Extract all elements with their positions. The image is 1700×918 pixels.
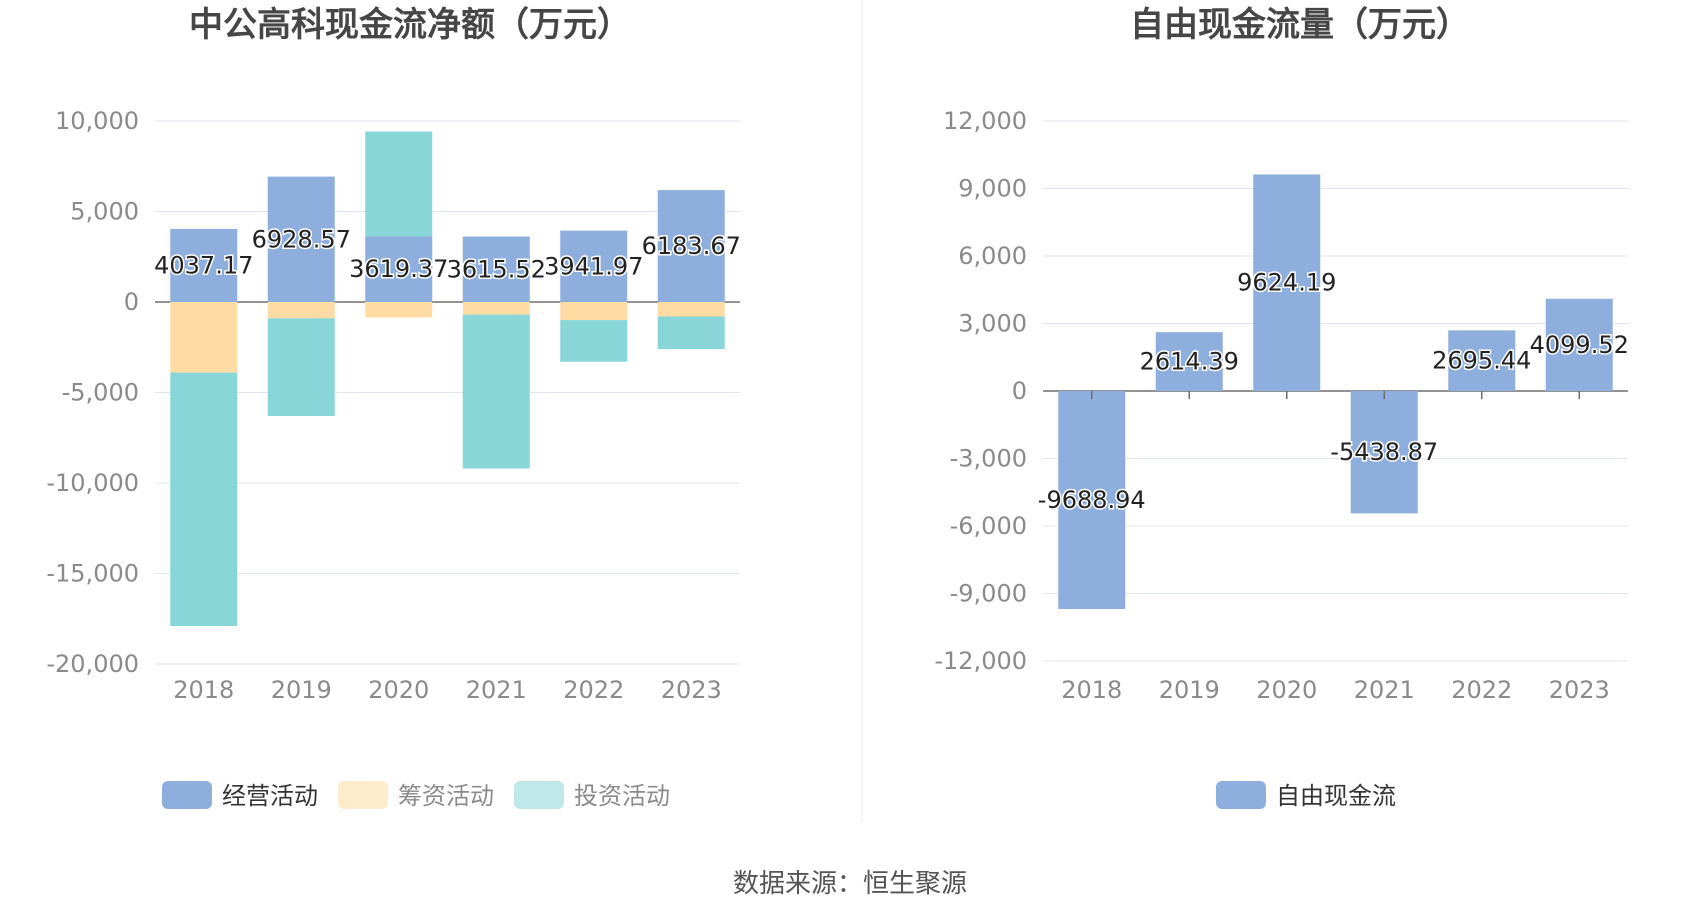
y-tick-label: 0 [124, 288, 139, 316]
x-tick-label: 2023 [661, 676, 722, 704]
y-tick-label: -15,000 [46, 560, 139, 588]
bar-financing-2023[interactable] [657, 302, 725, 317]
x-tick-label: 2020 [1256, 676, 1317, 704]
legend-swatch [162, 781, 212, 809]
data-label: 6183.67 [642, 232, 741, 260]
bar-operating-2020[interactable] [365, 236, 433, 302]
cash-flow-chart: 中公高科现金流净额（万元） 10,000 5,000 0 -5,000 -10,000 -1… [46, 5, 742, 810]
bar-investing-2023[interactable] [657, 316, 725, 350]
legend-item-free_cash_flow[interactable]: 自由现金流 [1216, 781, 1396, 810]
data-label: 2614.39 [1140, 348, 1239, 376]
bar-investing-2020[interactable] [365, 131, 433, 237]
bar-operating-2018[interactable] [170, 228, 238, 302]
data-label: -5438.87 [1330, 438, 1438, 466]
x-tick-label: 2018 [173, 676, 234, 704]
legend-label: 自由现金流 [1276, 782, 1396, 810]
x-tick-label: 2019 [271, 676, 332, 704]
legend-label: 经营活动 [222, 782, 318, 810]
y-tick-label: 9,000 [958, 175, 1027, 203]
x-tick-label: 2019 [1159, 676, 1220, 704]
chart-title: 中公高科现金流净额（万元） [189, 5, 631, 45]
bar-2018[interactable] [1058, 391, 1126, 610]
bar-2020[interactable] [1253, 174, 1321, 391]
bar-2022[interactable] [1448, 330, 1516, 391]
bar-financing-2022[interactable] [560, 302, 628, 321]
legend-swatch [1216, 781, 1266, 809]
bar-investing-2022[interactable] [560, 320, 628, 362]
bar-operating-2023[interactable] [657, 190, 725, 302]
data-label: 3619.37 [349, 255, 448, 283]
data-label: 3941.97 [544, 252, 643, 280]
chart-title: 自由现金流量（万元） [1130, 5, 1470, 45]
bar-financing-2020[interactable] [365, 302, 433, 318]
bar-financing-2021[interactable] [462, 302, 530, 315]
y-tick-label: -5,000 [62, 379, 139, 407]
legend-item-operating[interactable]: 经营活动 [162, 781, 318, 810]
bar-operating-2022[interactable] [560, 230, 628, 302]
bar-operating-2021[interactable] [462, 236, 530, 302]
y-tick-label: 3,000 [958, 310, 1027, 338]
legend-item-investing[interactable]: 投资活动 [514, 781, 670, 810]
y-tick-label: 10,000 [55, 107, 139, 135]
bar-operating-2019[interactable] [267, 176, 335, 302]
bar-investing-2021[interactable] [462, 314, 530, 469]
x-tick-label: 2018 [1061, 676, 1122, 704]
x-tick-label: 2020 [368, 676, 429, 704]
legend-label: 筹资活动 [398, 782, 494, 810]
data-label: 3615.52 [447, 255, 546, 283]
x-tick-label: 2022 [1451, 676, 1512, 704]
bar-investing-2018[interactable] [170, 372, 238, 626]
y-tick-label: 6,000 [958, 242, 1027, 270]
y-tick-label: 12,000 [943, 107, 1027, 135]
bars [170, 131, 725, 626]
free-cash-flow-chart: 自由现金流量（万元） 12,000 9,000 6,000 3,000 0 -3,000 -6… [934, 5, 1630, 810]
legend-label: 投资活动 [574, 782, 670, 810]
legend-swatch [514, 781, 564, 809]
data-source: 数据来源：恒生聚源 [733, 869, 967, 899]
data-label: 6928.57 [252, 225, 351, 253]
data-label: -9688.94 [1038, 486, 1146, 514]
data-label: 4099.52 [1530, 331, 1629, 359]
x-tick-label: 2023 [1549, 676, 1610, 704]
bars [1058, 174, 1613, 610]
bar-financing-2019[interactable] [267, 302, 335, 319]
x-tick-label: 2022 [563, 676, 624, 704]
data-label: 2695.44 [1432, 347, 1531, 375]
bar-2021[interactable] [1350, 391, 1418, 514]
y-tick-label: -20,000 [46, 650, 139, 678]
bar-financing-2018[interactable] [170, 302, 238, 373]
y-tick-label: -10,000 [46, 469, 139, 497]
bar-2023[interactable] [1545, 298, 1613, 391]
data-label: 9624.19 [1237, 269, 1336, 297]
y-tick-label: -12,000 [934, 647, 1027, 675]
bar-2019[interactable] [1155, 332, 1223, 391]
y-tick-label: 5,000 [70, 198, 139, 226]
legend-swatch [338, 781, 388, 809]
x-tick-label: 2021 [466, 676, 527, 704]
y-tick-label: -3,000 [950, 445, 1027, 473]
y-tick-label: -9,000 [950, 580, 1027, 608]
legend-item-financing[interactable]: 筹资活动 [338, 781, 494, 810]
x-tick-label: 2021 [1354, 676, 1415, 704]
bar-investing-2019[interactable] [267, 318, 335, 417]
y-tick-label: -6,000 [950, 512, 1027, 540]
data-label: 4037.17 [154, 251, 253, 279]
y-tick-label: 0 [1012, 377, 1027, 405]
